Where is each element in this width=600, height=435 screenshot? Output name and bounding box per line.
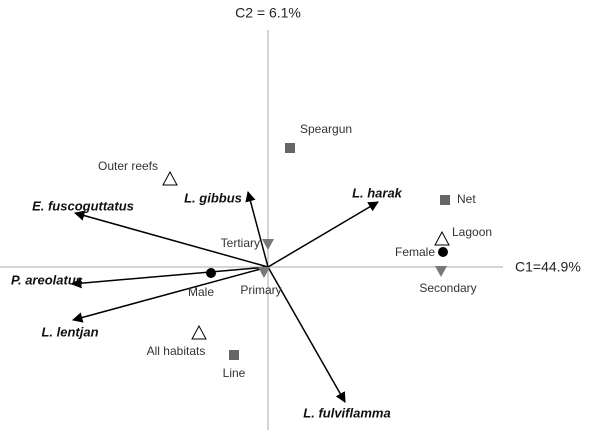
vector-arrow [267, 266, 346, 403]
point [435, 266, 447, 277]
point-label: Line [223, 366, 246, 380]
vector-label: L. lentjan [41, 324, 98, 339]
point-label: Tertiary [221, 236, 260, 250]
vector-label: L. gibbus [184, 190, 242, 205]
point [162, 170, 178, 186]
point [285, 143, 295, 153]
x-axis-label: C1=44.9% [515, 259, 581, 275]
y-axis-label: C2 = 6.1% [235, 5, 301, 21]
vector-arrow [71, 266, 269, 323]
point-label: Speargun [300, 122, 352, 136]
point [258, 267, 270, 278]
vector-arrow [73, 210, 269, 268]
point [206, 268, 216, 278]
point-label: Primary [240, 283, 281, 297]
point [191, 324, 207, 340]
vector-arrow [70, 266, 269, 289]
vector-label: E. fuscoguttatus [32, 198, 134, 213]
point [434, 230, 450, 246]
point [438, 247, 448, 257]
point-label: All habitats [147, 344, 206, 358]
point [262, 239, 274, 250]
point [440, 195, 450, 205]
vector-label: L. fulviflamma [303, 405, 390, 420]
point-label: Lagoon [452, 225, 492, 239]
point-label: Outer reefs [98, 159, 158, 173]
point-label: Net [457, 192, 476, 206]
vector-arrow [245, 190, 269, 268]
point-label: Female [395, 245, 435, 259]
vector-label: P. areolatus [11, 272, 83, 287]
vector-arrow [267, 201, 379, 268]
vector-label: L. harak [352, 185, 403, 200]
point [229, 350, 239, 360]
point-label: Male [188, 285, 214, 299]
point-label: Secondary [419, 281, 476, 295]
